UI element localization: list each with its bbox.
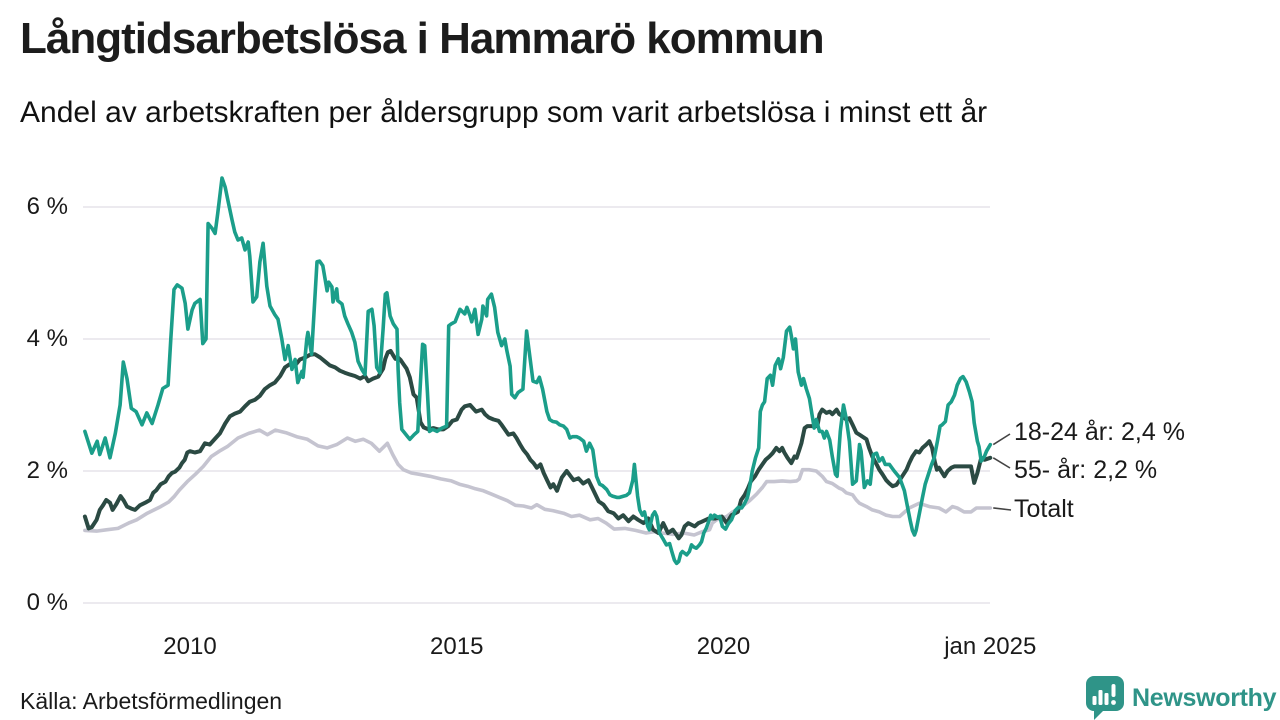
page-title: Långtidsarbetslösa i Hammarö kommun xyxy=(20,14,825,63)
x-axis-label-2020: 2020 xyxy=(696,633,751,660)
x-axis-label-2010: 2010 xyxy=(163,633,217,660)
x-axis-label-2025: jan 2025 xyxy=(944,633,1037,660)
y-axis-label-0: 0 % xyxy=(26,589,68,616)
newsworthy-logo-icon xyxy=(1086,676,1124,720)
chart-subtitle: Andel av arbetskraften per åldersgrupp s… xyxy=(20,96,988,129)
annotation-label-18-24-r: 18-24 år: 2,4 % xyxy=(1014,418,1185,446)
annotation-connector-2 xyxy=(992,433,1011,446)
series-line-totalt xyxy=(83,428,993,537)
newsworthy-logo[interactable]: Newsworthy xyxy=(1086,676,1277,720)
x-axis-label-2015: 2015 xyxy=(430,633,484,660)
annotation-connector-0 xyxy=(993,507,1012,511)
y-axis-label-2: 2 % xyxy=(26,457,68,484)
annotation-connector-1 xyxy=(992,457,1011,469)
y-axis-label-6: 6 % xyxy=(26,193,68,220)
series-line-55-r xyxy=(82,348,993,541)
newsworthy-logo-text: Newsworthy xyxy=(1132,683,1277,712)
source-note: Källa: Arbetsförmedlingen xyxy=(20,688,283,714)
annotation-label-totalt: Totalt xyxy=(1014,495,1074,523)
series-line-18-24-r xyxy=(83,176,993,566)
annotation-label-55-r: 55- år: 2,2 % xyxy=(1014,456,1158,484)
y-axis-label-4: 4 % xyxy=(26,325,68,352)
